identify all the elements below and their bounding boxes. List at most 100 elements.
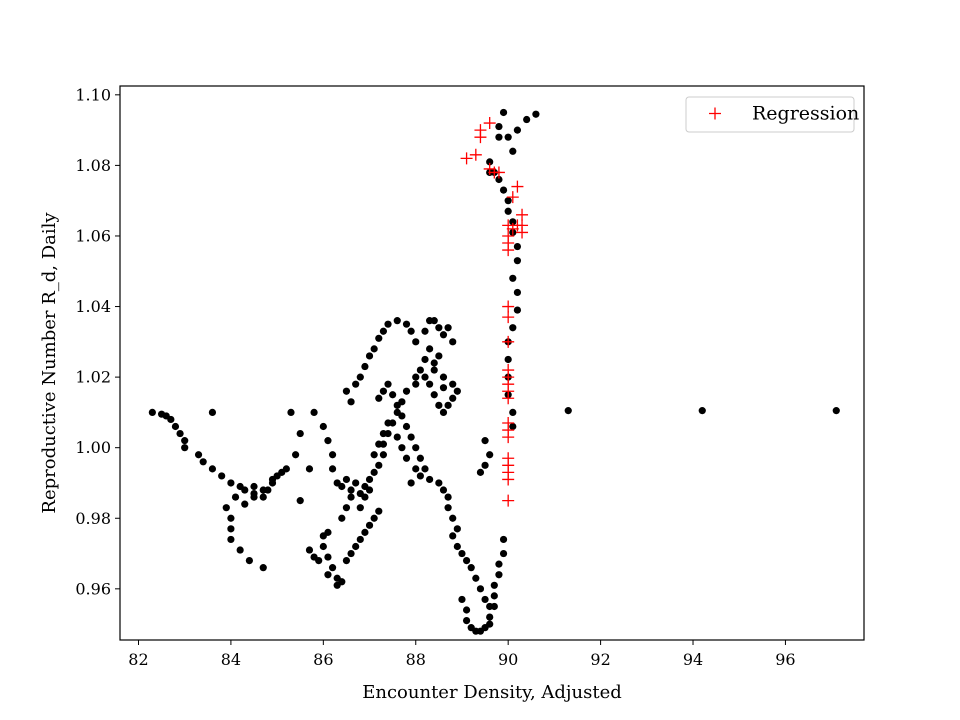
data-point xyxy=(426,475,434,484)
data-point xyxy=(499,549,508,558)
data-point xyxy=(504,207,512,215)
data-point xyxy=(430,391,438,399)
data-point xyxy=(208,408,217,417)
x-axis-label: Encounter Density, Adjusted xyxy=(362,682,622,703)
data-point xyxy=(181,444,189,452)
data-point xyxy=(342,557,351,565)
data-point xyxy=(449,380,457,388)
data-point xyxy=(430,359,438,367)
data-point xyxy=(435,352,443,360)
data-point xyxy=(352,542,360,551)
data-point xyxy=(476,585,485,593)
data-point xyxy=(324,553,332,561)
data-point xyxy=(476,468,485,476)
data-point xyxy=(453,525,461,533)
x-tick-label: 90 xyxy=(498,650,518,669)
data-point xyxy=(421,373,429,381)
data-point xyxy=(513,126,522,134)
data-point xyxy=(398,444,406,452)
y-tick-label: 1.06 xyxy=(75,226,111,245)
data-point xyxy=(305,465,314,473)
data-point xyxy=(495,560,503,568)
data-point xyxy=(319,542,327,551)
data-point xyxy=(218,472,226,480)
data-point xyxy=(319,422,327,431)
data-point xyxy=(407,327,415,335)
regression-point xyxy=(506,191,519,204)
legend-plus-marker xyxy=(709,107,721,120)
data-point xyxy=(342,504,351,512)
data-point xyxy=(296,429,304,438)
data-point xyxy=(338,482,346,491)
data-point xyxy=(449,514,457,522)
data-point xyxy=(439,408,448,417)
data-point xyxy=(439,486,448,494)
data-point xyxy=(416,366,424,374)
data-point xyxy=(393,401,401,409)
data-point xyxy=(241,500,249,508)
data-point xyxy=(328,465,337,473)
data-point xyxy=(444,493,452,501)
data-point xyxy=(504,133,512,141)
data-point xyxy=(453,387,461,395)
data-point xyxy=(375,507,383,515)
data-point xyxy=(259,564,267,572)
data-point xyxy=(832,407,840,415)
data-point xyxy=(481,461,489,469)
regression-point xyxy=(502,311,515,324)
data-point xyxy=(462,606,471,614)
data-point xyxy=(435,324,443,332)
data-point xyxy=(509,324,517,332)
data-point xyxy=(439,373,448,381)
data-point xyxy=(365,352,374,360)
data-point xyxy=(319,532,327,540)
data-point xyxy=(509,218,517,226)
data-point xyxy=(352,479,360,487)
data-point xyxy=(449,394,457,402)
data-point xyxy=(698,407,706,415)
data-point xyxy=(328,451,337,459)
data-point xyxy=(282,465,290,473)
x-tick-label: 92 xyxy=(590,650,610,669)
x-tick-label: 84 xyxy=(221,650,241,669)
y-tick-label: 1.02 xyxy=(75,368,111,387)
data-point xyxy=(393,317,401,325)
regression-point xyxy=(502,335,515,348)
data-point xyxy=(259,493,267,501)
data-point xyxy=(227,514,235,522)
data-point xyxy=(370,514,378,522)
data-point xyxy=(444,504,452,512)
data-point xyxy=(486,451,494,459)
data-point xyxy=(231,493,240,501)
data-point xyxy=(250,482,258,491)
data-point xyxy=(504,197,512,205)
regression-point xyxy=(516,208,529,221)
data-point xyxy=(509,408,517,417)
data-point xyxy=(513,242,522,251)
data-point xyxy=(444,324,452,332)
regression-point xyxy=(511,180,524,193)
regression-point xyxy=(502,244,515,257)
data-point xyxy=(416,454,424,462)
data-point xyxy=(421,327,429,335)
data-point xyxy=(379,429,388,438)
regression-point xyxy=(492,166,505,179)
data-point xyxy=(499,535,508,544)
data-point xyxy=(148,408,156,417)
x-tick-label: 94 xyxy=(683,650,703,669)
legend-label-regression: Regression xyxy=(752,103,859,125)
y-tick-label: 0.96 xyxy=(75,579,111,598)
regression-point xyxy=(502,473,515,486)
data-point xyxy=(208,465,217,473)
data-point xyxy=(481,595,489,604)
regression-point xyxy=(474,124,487,137)
data-point xyxy=(379,327,388,335)
data-point xyxy=(365,475,374,484)
data-point xyxy=(513,288,522,297)
data-point xyxy=(356,535,364,544)
data-point xyxy=(292,451,300,459)
data-point xyxy=(176,429,184,438)
data-point xyxy=(227,525,235,533)
x-axis-ticks: 82 84 86 88 90 92 94 96 xyxy=(128,640,796,669)
data-point xyxy=(171,422,180,431)
